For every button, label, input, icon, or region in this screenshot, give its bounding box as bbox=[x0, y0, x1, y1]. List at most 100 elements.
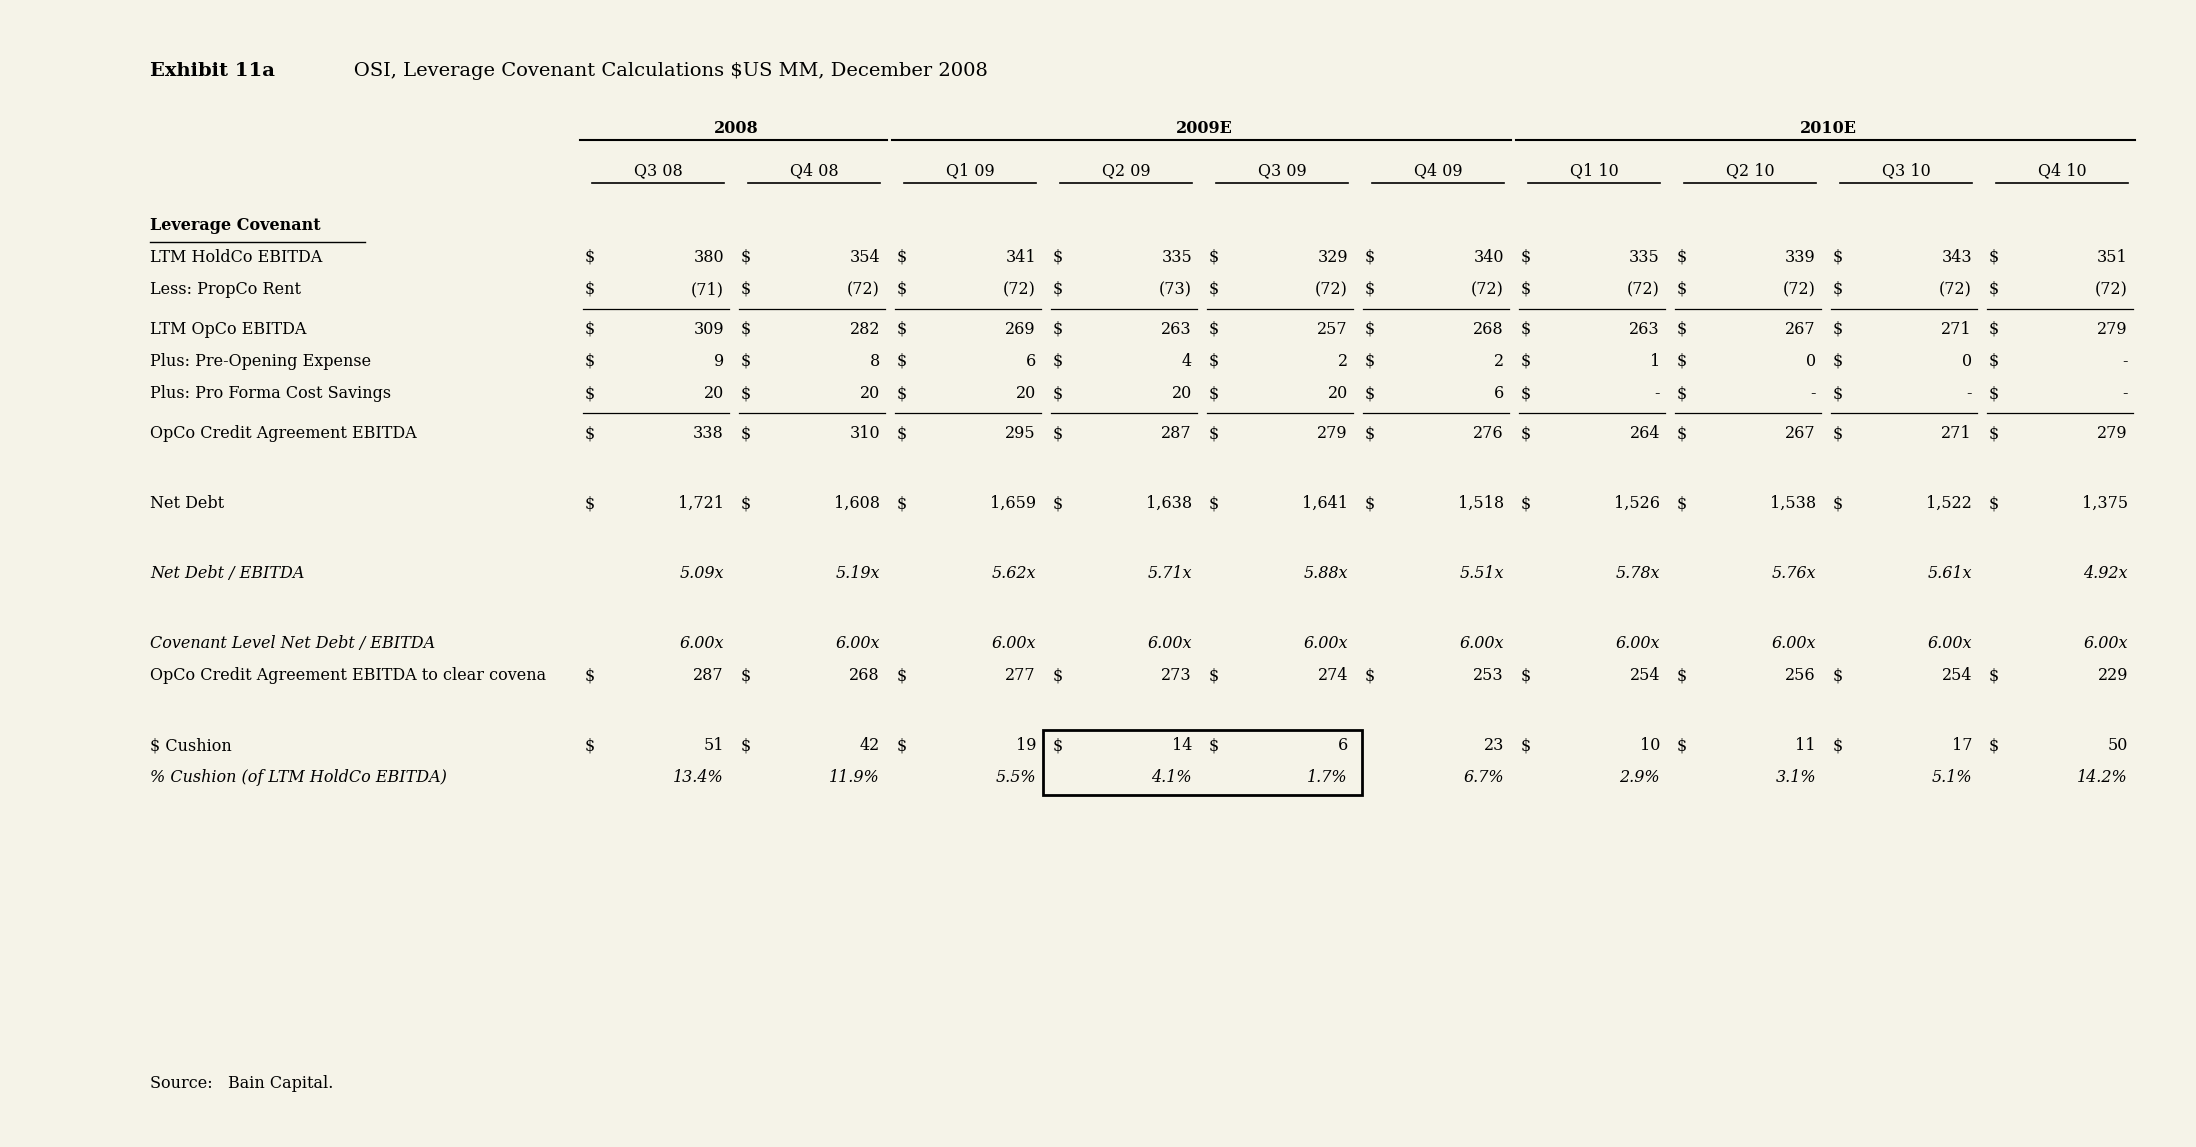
Text: OpCo Credit Agreement EBITDA: OpCo Credit Agreement EBITDA bbox=[149, 426, 417, 442]
Text: 276: 276 bbox=[1474, 426, 1504, 442]
Text: $: $ bbox=[1210, 385, 1219, 401]
Text: 14.2%: 14.2% bbox=[2077, 768, 2128, 786]
Text: 5.71x: 5.71x bbox=[1149, 565, 1192, 582]
Text: 6.7%: 6.7% bbox=[1463, 768, 1504, 786]
Text: $: $ bbox=[1366, 249, 1375, 266]
Text: $: $ bbox=[1990, 281, 1998, 298]
Text: $ Cushion: $ Cushion bbox=[149, 738, 233, 754]
Text: 1,526: 1,526 bbox=[1614, 496, 1660, 512]
Text: 351: 351 bbox=[2097, 249, 2128, 266]
Text: $: $ bbox=[1522, 281, 1531, 298]
Text: $: $ bbox=[1054, 496, 1063, 512]
Text: 271: 271 bbox=[1941, 321, 1972, 338]
Text: 341: 341 bbox=[1006, 249, 1037, 266]
Text: $: $ bbox=[740, 426, 751, 442]
Text: 1,659: 1,659 bbox=[990, 496, 1037, 512]
Text: 5.78x: 5.78x bbox=[1616, 565, 1660, 582]
Text: $: $ bbox=[1522, 738, 1531, 754]
Text: 42: 42 bbox=[861, 738, 881, 754]
Text: $: $ bbox=[1834, 668, 1842, 684]
Text: 273: 273 bbox=[1162, 668, 1192, 684]
Text: 51: 51 bbox=[703, 738, 725, 754]
Text: 257: 257 bbox=[1318, 321, 1348, 338]
Text: 50: 50 bbox=[2108, 738, 2128, 754]
Text: Q3 10: Q3 10 bbox=[1882, 162, 1930, 179]
Text: $: $ bbox=[1678, 668, 1687, 684]
Text: 17: 17 bbox=[1952, 738, 1972, 754]
Text: 282: 282 bbox=[850, 321, 881, 338]
Text: $: $ bbox=[1834, 426, 1842, 442]
Text: 4.1%: 4.1% bbox=[1151, 768, 1192, 786]
Text: $: $ bbox=[1054, 668, 1063, 684]
Text: $: $ bbox=[584, 385, 595, 401]
Text: 343: 343 bbox=[1941, 249, 1972, 266]
Text: 354: 354 bbox=[850, 249, 881, 266]
Text: 0: 0 bbox=[1961, 353, 1972, 370]
Text: Less: PropCo Rent: Less: PropCo Rent bbox=[149, 281, 301, 298]
Text: $: $ bbox=[740, 738, 751, 754]
Text: $: $ bbox=[1834, 496, 1842, 512]
Text: $: $ bbox=[896, 426, 907, 442]
Text: 254: 254 bbox=[1629, 668, 1660, 684]
Text: $: $ bbox=[1366, 385, 1375, 401]
Text: $: $ bbox=[584, 426, 595, 442]
Text: 23: 23 bbox=[1484, 738, 1504, 754]
Text: $: $ bbox=[1990, 738, 1998, 754]
Text: 6: 6 bbox=[1337, 738, 1348, 754]
Text: 6.00x: 6.00x bbox=[1304, 635, 1348, 651]
Text: $: $ bbox=[740, 668, 751, 684]
Text: $: $ bbox=[584, 738, 595, 754]
Text: $: $ bbox=[1522, 353, 1531, 370]
Text: 5.5%: 5.5% bbox=[995, 768, 1037, 786]
Text: 340: 340 bbox=[1474, 249, 1504, 266]
Text: 19: 19 bbox=[1015, 738, 1037, 754]
Text: $: $ bbox=[1678, 385, 1687, 401]
Text: $: $ bbox=[740, 496, 751, 512]
Text: OSI, Leverage Covenant Calculations $US MM, December 2008: OSI, Leverage Covenant Calculations $US … bbox=[336, 62, 988, 80]
Text: $: $ bbox=[896, 738, 907, 754]
Text: $: $ bbox=[1990, 668, 1998, 684]
Text: $: $ bbox=[1834, 385, 1842, 401]
Text: $: $ bbox=[1210, 353, 1219, 370]
Text: $: $ bbox=[740, 385, 751, 401]
Text: LTM OpCo EBITDA: LTM OpCo EBITDA bbox=[149, 321, 307, 338]
Text: $: $ bbox=[1366, 281, 1375, 298]
Text: 1: 1 bbox=[1649, 353, 1660, 370]
Text: $: $ bbox=[1054, 385, 1063, 401]
Text: $: $ bbox=[1366, 353, 1375, 370]
Text: $: $ bbox=[1366, 426, 1375, 442]
Text: 10: 10 bbox=[1640, 738, 1660, 754]
Text: 6.00x: 6.00x bbox=[834, 635, 881, 651]
Text: 269: 269 bbox=[1006, 321, 1037, 338]
Text: 267: 267 bbox=[1785, 426, 1816, 442]
Bar bbox=[1043, 729, 1362, 795]
Text: (72): (72) bbox=[1939, 281, 1972, 298]
Text: 1,522: 1,522 bbox=[1926, 496, 1972, 512]
Text: $: $ bbox=[1522, 496, 1531, 512]
Text: Plus: Pre-Opening Expense: Plus: Pre-Opening Expense bbox=[149, 353, 371, 370]
Text: -: - bbox=[1965, 385, 1972, 401]
Text: $: $ bbox=[1522, 668, 1531, 684]
Text: $: $ bbox=[1990, 496, 1998, 512]
Text: $: $ bbox=[1210, 738, 1219, 754]
Text: 9: 9 bbox=[714, 353, 725, 370]
Text: 268: 268 bbox=[1474, 321, 1504, 338]
Text: $: $ bbox=[740, 353, 751, 370]
Text: 329: 329 bbox=[1318, 249, 1348, 266]
Text: 5.88x: 5.88x bbox=[1304, 565, 1348, 582]
Text: $: $ bbox=[896, 353, 907, 370]
Text: Q3 08: Q3 08 bbox=[635, 162, 683, 179]
Text: 20: 20 bbox=[1173, 385, 1192, 401]
Text: 3.1%: 3.1% bbox=[1774, 768, 1816, 786]
Text: $: $ bbox=[1054, 426, 1063, 442]
Text: 14: 14 bbox=[1173, 738, 1192, 754]
Text: OpCo Credit Agreement EBITDA to clear covena: OpCo Credit Agreement EBITDA to clear co… bbox=[149, 668, 547, 684]
Text: 279: 279 bbox=[2097, 426, 2128, 442]
Text: 4: 4 bbox=[1181, 353, 1192, 370]
Text: $: $ bbox=[1834, 249, 1842, 266]
Text: $: $ bbox=[1054, 321, 1063, 338]
Text: $: $ bbox=[1522, 385, 1531, 401]
Text: $: $ bbox=[896, 385, 907, 401]
Text: 263: 263 bbox=[1629, 321, 1660, 338]
Text: 6.00x: 6.00x bbox=[1460, 635, 1504, 651]
